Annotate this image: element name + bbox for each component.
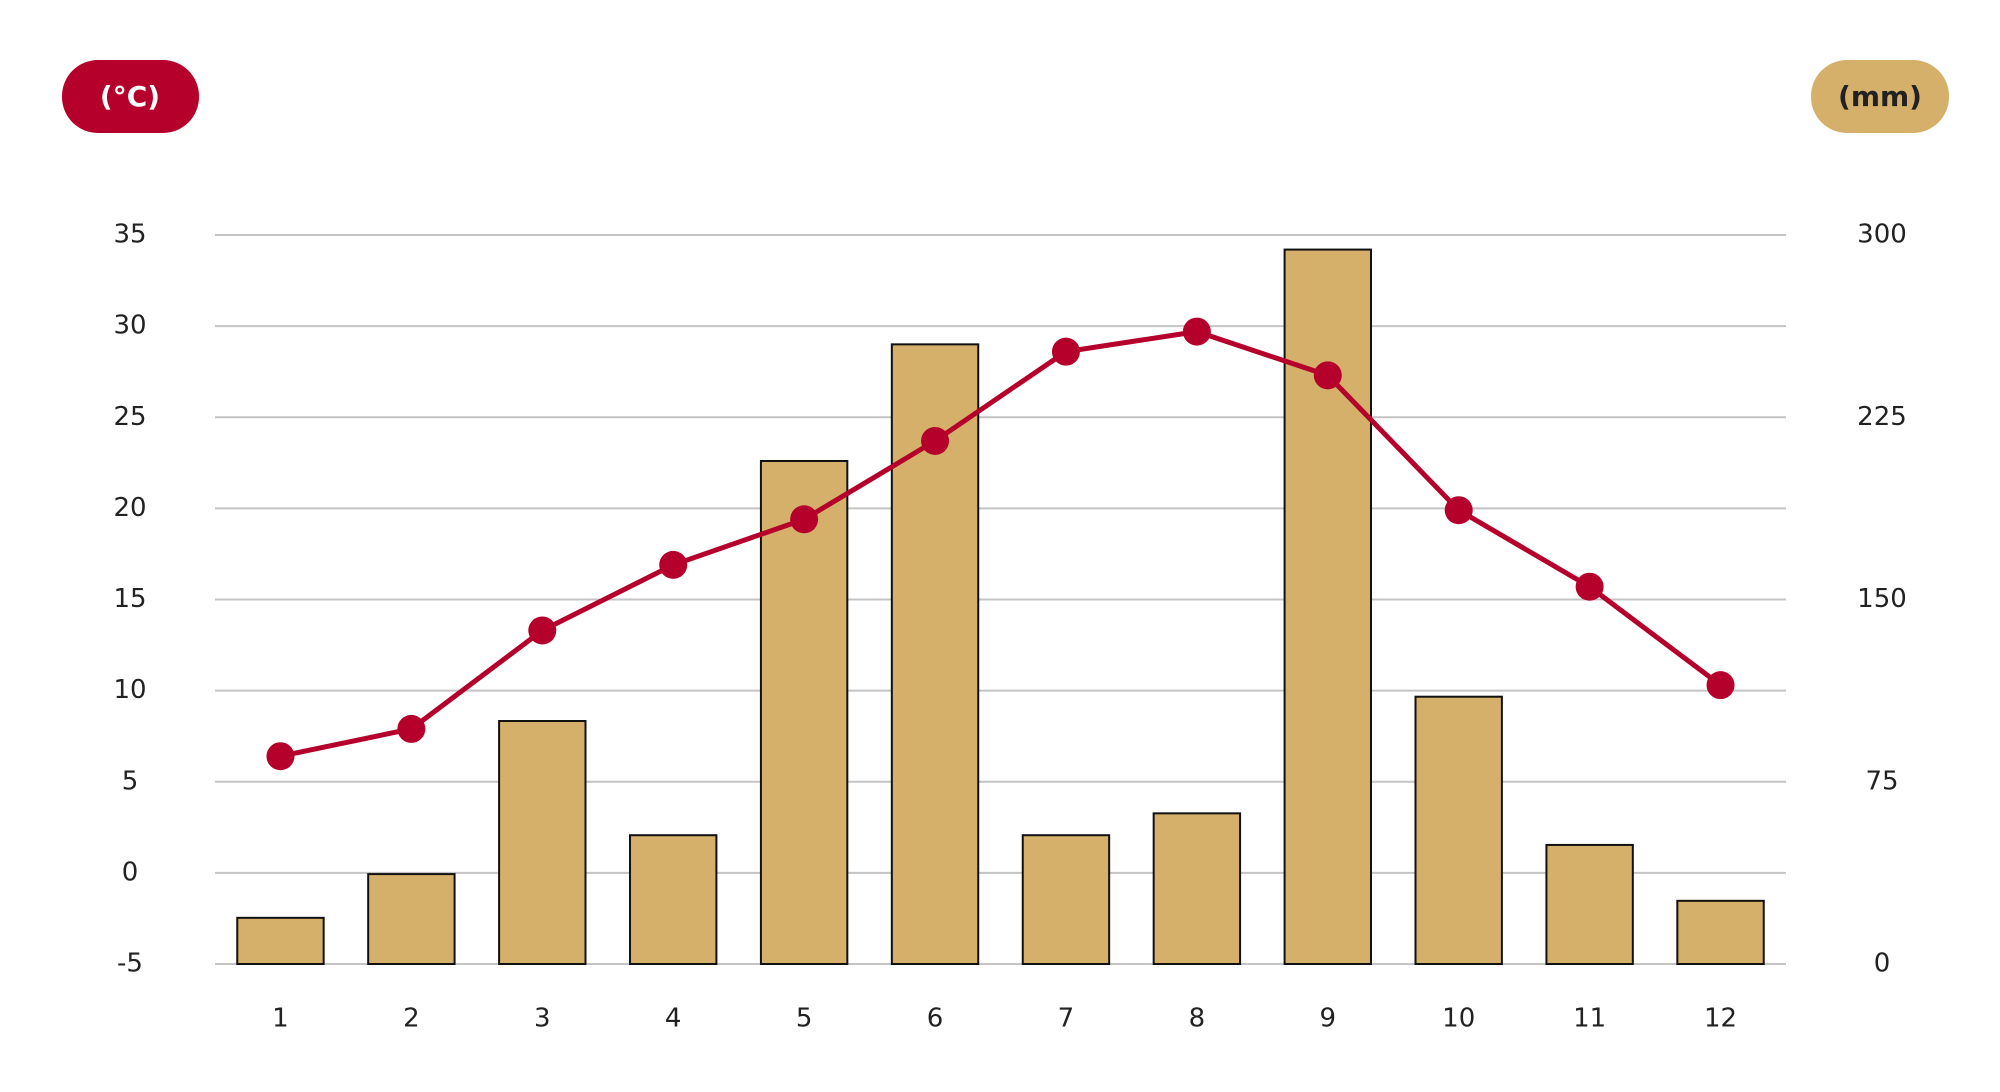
y-tick-label: 5	[122, 766, 139, 796]
x-tick-label: 5	[796, 1004, 813, 1034]
bar	[1283, 248, 1372, 965]
ylabel-badge	[62, 60, 199, 133]
bar	[1021, 834, 1111, 966]
x-tick-label: 2	[403, 1004, 420, 1034]
line	[279, 329, 1723, 759]
y-tick-label: 10	[113, 675, 146, 705]
y2-axis-label: (mm)	[1838, 80, 1922, 113]
y-tick-label: 0	[122, 857, 139, 887]
point	[790, 505, 819, 534]
x-tick-label: 1	[272, 1004, 289, 1034]
x-tick-label: 8	[1189, 1004, 1206, 1034]
bar	[367, 873, 456, 966]
bar	[1545, 843, 1634, 965]
bar	[1676, 899, 1765, 966]
y-tick-label: 30	[113, 311, 146, 341]
y-tick-label: 15	[113, 584, 146, 614]
x-tick-label: 9	[1320, 1004, 1337, 1034]
point	[1575, 572, 1604, 601]
y-axis-label: (°C)	[100, 80, 160, 113]
y-tick-label: 25	[113, 402, 146, 432]
y2-tick-label: 150	[1857, 584, 1907, 614]
x-tick-label: 3	[534, 1004, 551, 1034]
x-tick-label: 4	[665, 1004, 682, 1034]
bar	[1414, 695, 1503, 965]
point	[659, 550, 688, 579]
y-tick-label: 35	[113, 220, 146, 250]
point	[528, 616, 557, 645]
x-tick-label: 11	[1573, 1004, 1606, 1034]
x-tick-label: 12	[1704, 1004, 1737, 1034]
point	[1706, 671, 1735, 700]
y2-tick-label: 300	[1857, 220, 1907, 250]
point	[1182, 317, 1211, 346]
point	[1313, 361, 1342, 390]
bar	[236, 916, 325, 966]
point	[1051, 337, 1080, 366]
x-tick-label: 6	[927, 1004, 944, 1034]
bar	[629, 834, 718, 966]
y2-tick-label: 225	[1857, 402, 1907, 432]
point	[266, 742, 295, 771]
y2label-badge	[1811, 60, 1949, 133]
y-tick-label: -5	[117, 949, 143, 979]
point	[921, 426, 950, 455]
bar	[759, 459, 849, 965]
point	[397, 714, 426, 743]
x-tick-label: 7	[1058, 1004, 1075, 1034]
y2-tick-label: 0	[1874, 949, 1891, 979]
y-tick-label: 20	[113, 493, 146, 523]
point	[1444, 496, 1473, 525]
x-tick-label: 10	[1442, 1004, 1475, 1034]
bar	[1152, 812, 1242, 966]
y2-tick-label: 75	[1865, 766, 1898, 796]
bar	[498, 720, 587, 965]
